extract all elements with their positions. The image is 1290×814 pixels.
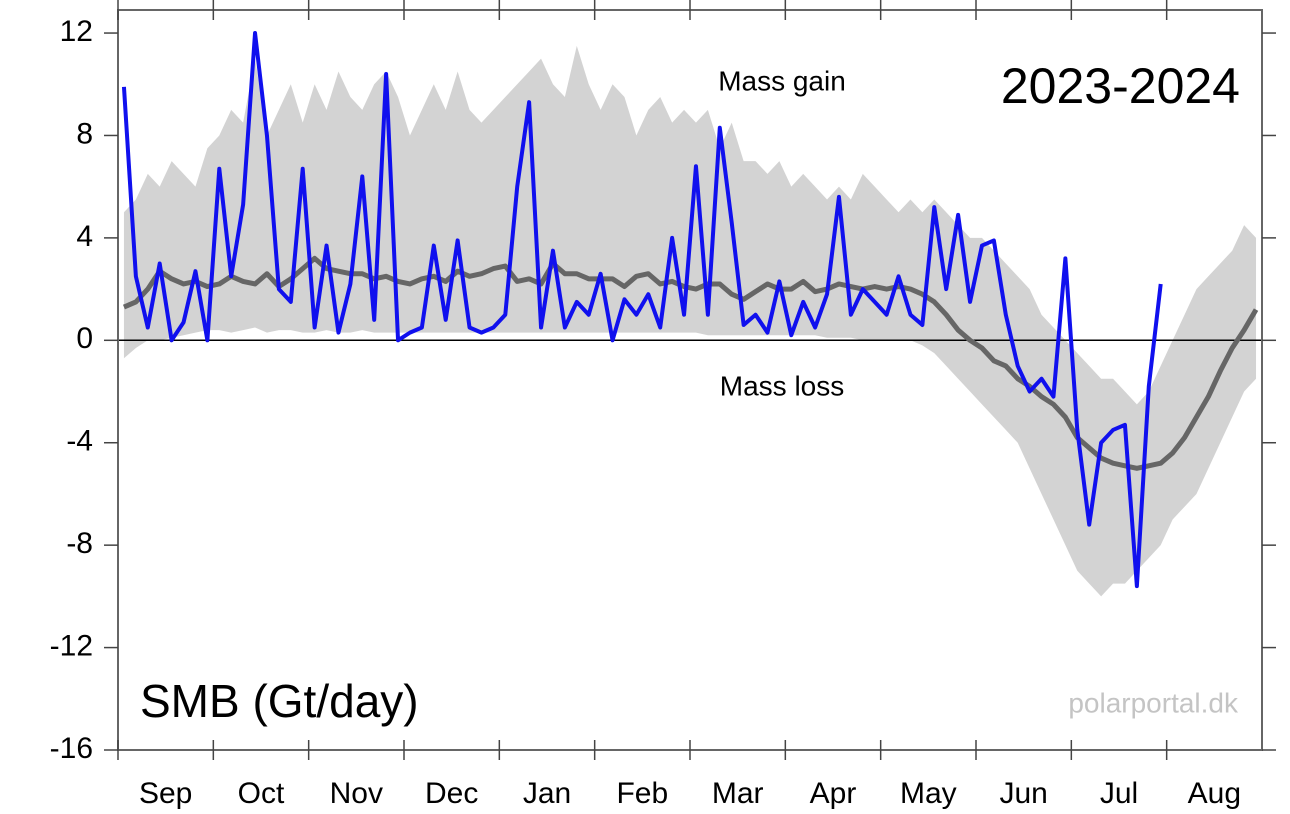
y-tick-label: 4: [76, 220, 93, 253]
y-tick-label: 0: [76, 322, 93, 355]
y-tick-label: 12: [60, 15, 93, 48]
annotation: Mass gain: [718, 65, 846, 96]
y-tick-label: -12: [50, 629, 93, 662]
data-line: [122, 255, 1259, 471]
x-tick-label: Nov: [330, 777, 383, 810]
y-tick-label: 8: [76, 117, 93, 150]
annotation: Mass loss: [720, 370, 844, 401]
range-band: [123, 45, 1257, 597]
y-tick-label: -4: [66, 425, 93, 458]
data-line: [121, 31, 1163, 589]
chart-title: 2023-2024: [1001, 58, 1240, 114]
x-tick-label: Aug: [1188, 777, 1241, 810]
x-tick-label: Jan: [523, 777, 571, 810]
x-tick-label: Sep: [139, 777, 192, 810]
x-tick-label: May: [900, 777, 957, 810]
source-note: polarportal.dk: [1068, 687, 1239, 718]
y-tick-label: -8: [66, 527, 93, 560]
x-tick-label: Apr: [810, 777, 857, 810]
x-tick-label: Mar: [712, 777, 764, 810]
x-tick-label: Dec: [425, 777, 478, 810]
y-axis-title: SMB (Gt/day): [140, 675, 419, 727]
x-tick-label: Jun: [999, 777, 1047, 810]
plot-area: 12 8 4 0 -4 -8 -12 -16 Sep Oct Nov Dec Jan Feb Mar Apr M…: [50, 0, 1276, 810]
x-tick-label: Jul: [1100, 777, 1138, 810]
x-tick-label: Feb: [616, 777, 668, 810]
x-tick-label: Oct: [238, 777, 285, 810]
y-tick-label: -16: [50, 732, 93, 765]
